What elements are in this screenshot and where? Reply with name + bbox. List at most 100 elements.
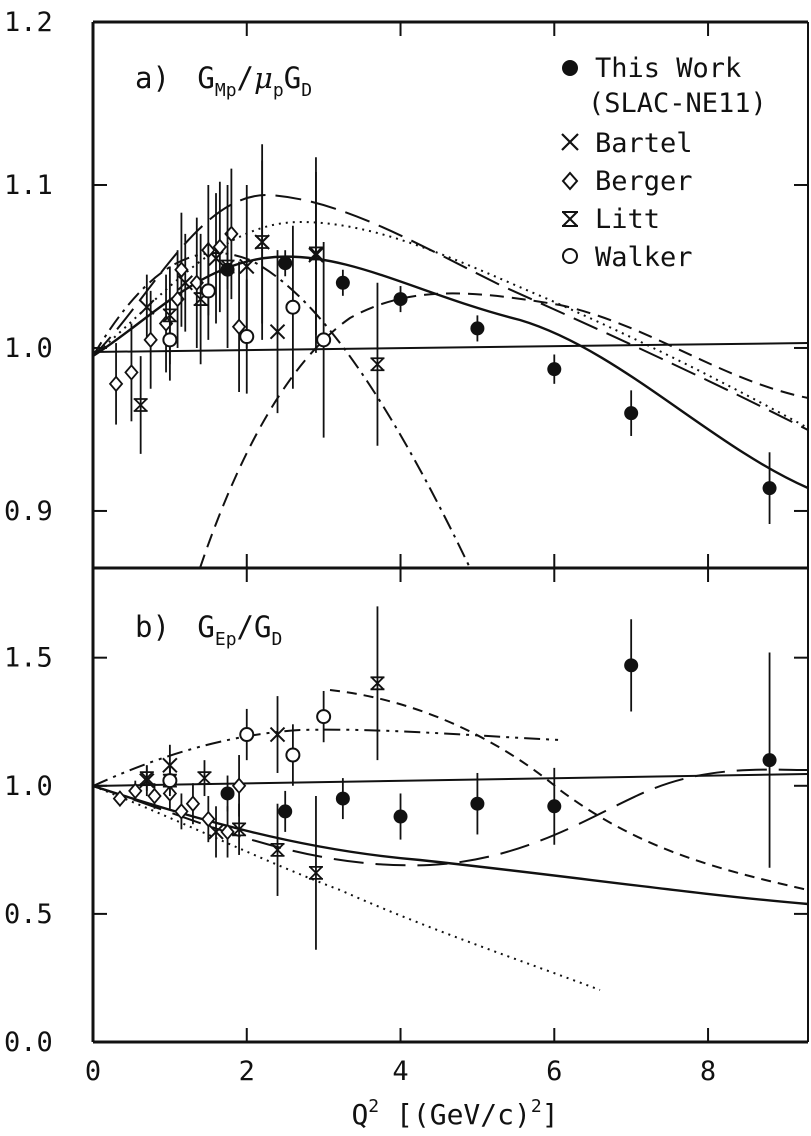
- filled-circle-marker: [220, 786, 235, 801]
- legend-label: Litt: [595, 204, 660, 235]
- data-point: [278, 250, 293, 277]
- y-tick-label: 1.5: [4, 643, 53, 674]
- data-point: [762, 652, 777, 868]
- data-point: [162, 767, 178, 794]
- data-point: [762, 452, 777, 524]
- barred-x-marker: [270, 842, 285, 857]
- legend-barred-x-icon: [562, 211, 578, 227]
- legend-open-circle-icon: [562, 248, 578, 264]
- legend-filled-circle-icon: [562, 60, 578, 76]
- filled-circle-marker: [547, 362, 562, 377]
- diamond-marker: [108, 375, 124, 393]
- barred-x-marker: [308, 246, 323, 261]
- panel-a-dotted-curve: [92, 220, 809, 429]
- open-circle-marker: [285, 299, 301, 315]
- panel-a-dash-curve: [199, 292, 809, 569]
- data-point: [174, 212, 189, 327]
- diamond-marker: [231, 777, 247, 795]
- legend-label: Walker: [595, 242, 693, 273]
- data-point: [124, 323, 139, 422]
- data-point: [108, 343, 124, 425]
- barred-x-marker: [232, 822, 247, 837]
- legend-item-litt: Litt: [562, 204, 660, 235]
- open-circle-marker: [239, 329, 255, 345]
- diamond-marker: [201, 810, 216, 828]
- diamond-marker: [231, 318, 247, 336]
- data-point: [285, 225, 301, 389]
- diamond-marker: [212, 238, 228, 256]
- filled-circle-marker: [624, 658, 639, 673]
- y-tick-label: 1.2: [4, 7, 53, 38]
- legend-item-walker: Walker: [562, 242, 693, 273]
- diamond-marker: [112, 790, 128, 807]
- data-point: [278, 790, 293, 832]
- barred-x-marker: [197, 771, 212, 785]
- panel-a-long-dash-curve: [92, 193, 809, 431]
- data-point: [201, 796, 216, 843]
- panel-b-dotted-curve: [92, 785, 601, 991]
- filled-circle-marker: [278, 256, 293, 271]
- data-point: [316, 242, 332, 438]
- diamond-marker: [147, 787, 162, 805]
- data-point: [316, 690, 332, 743]
- data-point: [269, 696, 286, 773]
- legend-item-slac: (SLAC-NE11): [588, 88, 767, 119]
- data-point: [193, 233, 208, 365]
- data-point: [212, 181, 228, 313]
- y-tick-label: 0.9: [4, 496, 53, 527]
- data-point: [220, 806, 235, 858]
- data-point: [185, 783, 201, 825]
- data-point: [208, 193, 224, 324]
- legend-x-icon: [561, 133, 579, 151]
- data-point: [470, 315, 485, 342]
- filled-circle-marker: [393, 292, 408, 307]
- x-tick-label: 2: [239, 1056, 255, 1087]
- filled-circle-marker: [335, 791, 350, 806]
- data-point: [335, 778, 350, 820]
- data-point: [470, 772, 485, 835]
- panel-a-dash-dot-curve: [92, 252, 471, 569]
- data-point: [624, 390, 639, 436]
- data-point: [393, 793, 408, 840]
- barred-x-marker: [308, 865, 323, 880]
- data-point: [200, 242, 216, 340]
- barred-x-marker: [370, 357, 385, 372]
- data-point: [370, 606, 385, 761]
- data-point: [308, 796, 323, 950]
- x-axis-label: Q2 [(GeV/c)2]: [351, 1096, 558, 1131]
- legend-diamond-icon: [561, 171, 579, 191]
- panel-b-unity-line: [92, 773, 809, 787]
- data-point: [147, 783, 162, 809]
- data-point: [255, 160, 270, 324]
- plot-frame: [91, 20, 809, 1044]
- filled-circle-marker: [393, 809, 408, 824]
- filled-circle-marker: [624, 406, 639, 421]
- data-point: [162, 299, 178, 381]
- filled-circle-marker: [278, 804, 293, 819]
- diamond-marker: [220, 823, 235, 841]
- panel-b-dash-dot-curve: [92, 728, 561, 787]
- diamond-marker: [185, 795, 201, 813]
- data-point: [139, 765, 154, 791]
- barred-x-marker: [370, 676, 385, 691]
- panel-a-title: a) GMp/μpGD: [135, 61, 312, 101]
- open-circle-marker: [316, 332, 332, 348]
- barred-x-marker: [220, 259, 235, 274]
- filled-circle-marker: [470, 321, 485, 336]
- legend-label: (SLAC-NE11): [588, 88, 767, 119]
- data-point: [370, 282, 385, 446]
- data-point: [232, 803, 247, 855]
- data-point: [285, 724, 301, 786]
- data-point: [624, 619, 639, 712]
- barred-x-marker: [133, 398, 148, 412]
- data-point: [220, 775, 235, 812]
- filled-circle-marker: [762, 753, 777, 768]
- data-point: [270, 803, 285, 896]
- data-point: [335, 269, 350, 296]
- open-circle-marker: [162, 773, 178, 789]
- data-point: [547, 767, 562, 845]
- data-point: [231, 261, 247, 392]
- data-point: [547, 354, 562, 384]
- panel-b-solid-curve: [92, 784, 809, 906]
